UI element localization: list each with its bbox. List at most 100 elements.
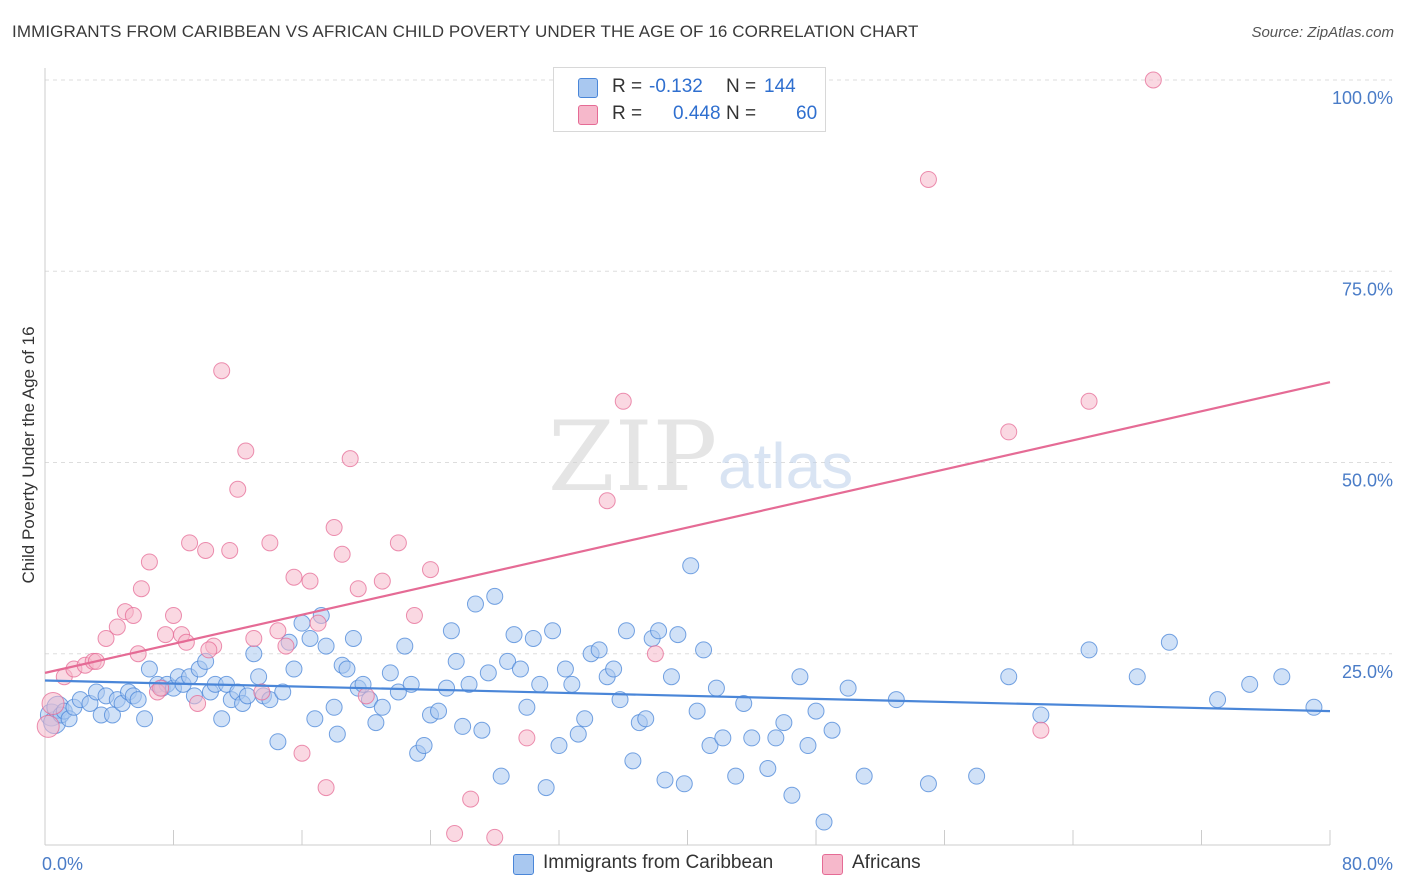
caribbean-point <box>250 668 268 686</box>
caribbean-point <box>783 786 801 804</box>
africans-point <box>405 607 423 624</box>
africans-point <box>253 683 271 701</box>
r-value: -0.132 <box>649 76 703 97</box>
caribbean-point <box>499 652 517 670</box>
caribbean-point <box>306 710 324 728</box>
caribbean-point <box>1032 706 1050 724</box>
r-value: 0.448 <box>673 103 721 124</box>
africans-point <box>189 694 207 712</box>
africans-point <box>97 629 115 647</box>
africans-point <box>269 622 287 640</box>
y-tick-labels: 25.0% 50.0% 75.0% 100.0% <box>1332 88 1393 682</box>
africans-point <box>919 170 937 188</box>
caribbean-point <box>735 694 753 712</box>
africans-point <box>357 687 375 705</box>
r-label: R = <box>612 76 643 97</box>
caribbean-point <box>637 710 655 728</box>
africans-point <box>389 534 407 552</box>
caribbean-point <box>328 725 346 743</box>
caribbean-point <box>213 710 231 728</box>
africans-point <box>293 744 311 762</box>
caribbean-point <box>140 660 158 678</box>
africans-point <box>41 691 65 715</box>
caribbean-point <box>707 679 725 697</box>
y-tick-label: 25.0% <box>1342 662 1393 682</box>
africans-point <box>518 729 536 747</box>
africans-point <box>1032 721 1050 739</box>
caribbean-point <box>486 587 504 605</box>
caribbean-point <box>301 629 319 647</box>
n-value: 60 <box>796 103 818 124</box>
chart-title: IMMIGRANTS FROM CARIBBEAN VS AFRICAN CHI… <box>12 22 919 41</box>
r-label: R = <box>612 103 643 124</box>
africans-point <box>213 362 231 380</box>
africans-point <box>197 541 215 559</box>
caribbean-swatch <box>578 78 598 98</box>
africans-point <box>140 553 158 571</box>
africans-point <box>373 572 391 590</box>
africans-point <box>277 637 295 655</box>
caribbean-point <box>1000 668 1018 686</box>
africans-point <box>341 450 359 468</box>
caribbean-trend-line <box>44 679 1331 713</box>
caribbean-point <box>274 683 292 701</box>
legend: Immigrants from Caribbean Africans <box>0 852 1406 878</box>
caribbean-point <box>293 614 311 632</box>
caribbean-point <box>103 706 121 724</box>
n-label: N = <box>726 76 757 97</box>
africans-point <box>598 492 616 510</box>
africans-point <box>229 480 247 498</box>
caribbean-point <box>791 668 809 686</box>
caribbean-point <box>505 626 523 644</box>
stats-box: R = -0.132 N = 144 R = 0.448 N = 60 <box>553 67 826 132</box>
africans-point <box>108 618 126 636</box>
caribbean-point <box>325 698 343 716</box>
caribbean-point <box>344 629 362 647</box>
caribbean-point <box>454 717 472 735</box>
data-points <box>36 71 1323 846</box>
caribbean-point <box>285 660 303 678</box>
legend-label-caribbean: Immigrants from Caribbean <box>543 852 774 873</box>
africans-point <box>1144 71 1162 89</box>
caribbean-point <box>799 737 817 755</box>
watermark-zip: ZIP <box>548 401 717 513</box>
caribbean-point <box>1241 675 1259 693</box>
africans-point <box>486 828 504 846</box>
caribbean-point <box>767 729 785 747</box>
africans-swatch <box>578 105 598 125</box>
africans-point <box>1080 392 1098 410</box>
africans-point <box>1000 423 1018 441</box>
caribbean-point <box>919 775 937 793</box>
watermark-atlas: atlas <box>718 430 853 502</box>
africans-point <box>462 790 480 808</box>
caribbean-point <box>682 557 700 575</box>
y-axis-label: Child Poverty Under the Age of 16 <box>19 326 38 583</box>
caribbean-point <box>511 660 529 678</box>
africans-point <box>36 714 60 738</box>
caribbean-point <box>714 729 732 747</box>
caribbean-point <box>590 641 608 659</box>
caribbean-point <box>650 622 668 640</box>
africans-point <box>156 626 174 644</box>
legend-swatch-africans <box>822 854 843 875</box>
africans-point <box>349 580 367 598</box>
caribbean-point <box>775 714 793 732</box>
africans-point <box>124 607 142 624</box>
caribbean-point <box>430 702 448 720</box>
caribbean-point <box>611 691 629 709</box>
y-tick-label: 100.0% <box>1332 88 1393 108</box>
caribbean-point <box>727 767 745 785</box>
caribbean-point <box>576 710 594 728</box>
caribbean-point <box>1160 633 1178 651</box>
x-tick-labels: 0.0% 80.0% <box>42 854 1393 874</box>
africans-point <box>317 779 335 797</box>
caribbean-point <box>396 637 414 655</box>
caribbean-point <box>1128 668 1146 686</box>
watermark: ZIP atlas <box>548 401 853 513</box>
caribbean-point <box>1080 641 1098 659</box>
africans-point <box>333 545 351 563</box>
caribbean-point <box>617 622 635 640</box>
caribbean-point <box>136 710 154 728</box>
caribbean-point <box>695 641 713 659</box>
